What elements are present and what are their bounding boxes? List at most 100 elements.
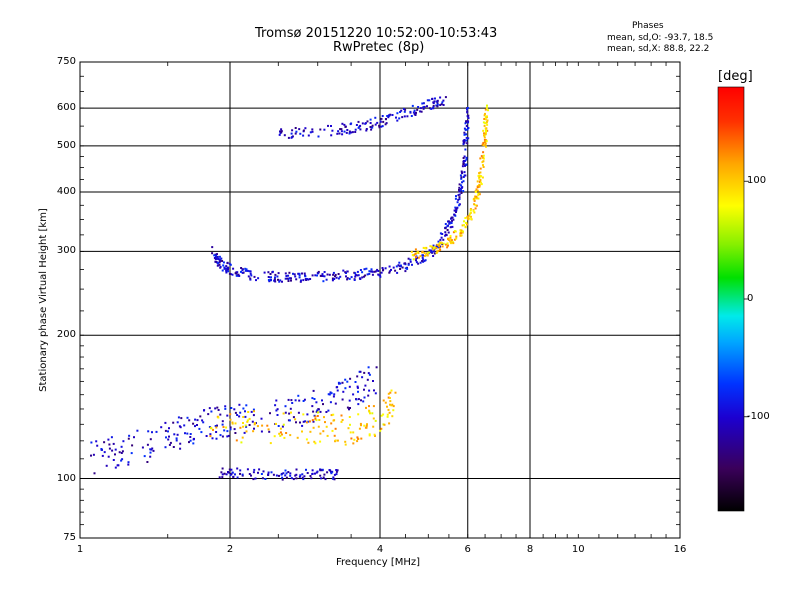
data-point bbox=[238, 415, 241, 418]
data-point bbox=[435, 245, 438, 248]
data-point bbox=[429, 251, 432, 254]
data-point bbox=[343, 130, 346, 133]
data-point bbox=[442, 238, 445, 241]
data-point bbox=[478, 172, 481, 175]
data-point bbox=[253, 427, 255, 430]
data-point bbox=[466, 217, 469, 220]
data-point bbox=[486, 119, 489, 122]
data-point bbox=[260, 417, 263, 420]
data-point bbox=[179, 442, 182, 445]
data-point bbox=[346, 406, 349, 409]
data-point bbox=[226, 414, 229, 417]
data-point bbox=[291, 135, 294, 138]
data-point bbox=[236, 476, 239, 479]
data-point bbox=[267, 279, 270, 281]
data-point bbox=[92, 453, 95, 456]
data-point bbox=[347, 427, 350, 430]
data-point bbox=[473, 211, 476, 214]
data-point bbox=[324, 421, 326, 424]
data-point bbox=[464, 128, 467, 131]
data-point bbox=[278, 432, 281, 435]
data-point bbox=[482, 154, 485, 157]
data-point bbox=[196, 419, 199, 422]
data-point bbox=[120, 445, 123, 448]
data-point bbox=[460, 177, 463, 180]
data-point bbox=[368, 272, 371, 275]
data-point bbox=[406, 115, 409, 118]
data-point bbox=[294, 275, 297, 278]
data-point bbox=[298, 276, 301, 279]
data-point bbox=[363, 424, 366, 427]
data-point bbox=[239, 472, 241, 475]
data-point bbox=[336, 386, 339, 389]
data-point bbox=[382, 399, 385, 402]
data-point bbox=[341, 381, 344, 384]
data-point bbox=[222, 264, 225, 267]
data-point bbox=[394, 269, 397, 272]
data-point bbox=[306, 472, 309, 474]
data-point bbox=[270, 471, 273, 474]
data-point bbox=[387, 392, 390, 395]
data-point bbox=[369, 118, 372, 121]
data-point bbox=[349, 431, 352, 434]
data-point bbox=[295, 278, 298, 281]
data-point bbox=[350, 131, 353, 134]
data-point bbox=[478, 174, 481, 177]
data-point bbox=[215, 254, 217, 257]
data-point bbox=[485, 121, 488, 124]
data-point bbox=[288, 271, 291, 274]
data-point bbox=[467, 117, 470, 120]
data-point bbox=[430, 245, 433, 248]
data-point bbox=[175, 439, 178, 442]
data-point bbox=[436, 249, 439, 252]
data-point bbox=[101, 448, 103, 451]
data-point bbox=[295, 421, 297, 424]
data-point bbox=[241, 436, 244, 439]
data-point bbox=[339, 275, 342, 278]
data-point bbox=[194, 425, 196, 428]
data-point bbox=[357, 390, 359, 393]
data-point bbox=[330, 392, 333, 395]
data-point bbox=[228, 468, 231, 471]
data-point bbox=[342, 269, 345, 272]
data-point bbox=[334, 275, 336, 278]
data-point bbox=[264, 478, 267, 480]
data-point bbox=[275, 422, 277, 425]
data-point bbox=[473, 197, 476, 200]
data-point bbox=[478, 184, 481, 187]
data-point bbox=[210, 427, 213, 430]
data-point bbox=[223, 267, 226, 270]
data-point bbox=[311, 130, 314, 133]
data-point bbox=[327, 124, 329, 127]
data-point bbox=[380, 427, 383, 430]
data-point bbox=[449, 235, 452, 237]
data-point bbox=[315, 410, 318, 413]
data-point bbox=[369, 412, 371, 415]
data-point bbox=[277, 278, 279, 281]
data-point bbox=[444, 227, 447, 230]
data-point bbox=[464, 174, 467, 177]
data-point bbox=[479, 181, 482, 184]
data-point bbox=[274, 276, 276, 279]
data-point bbox=[343, 123, 346, 126]
data-point bbox=[441, 101, 444, 104]
data-point bbox=[348, 385, 351, 388]
data-point bbox=[414, 248, 417, 251]
data-point bbox=[180, 417, 183, 420]
data-point bbox=[460, 232, 462, 235]
data-point bbox=[335, 470, 338, 473]
data-point bbox=[432, 255, 435, 257]
data-point bbox=[313, 440, 316, 443]
data-point bbox=[273, 435, 276, 438]
data-point bbox=[342, 390, 345, 393]
data-point bbox=[312, 410, 315, 413]
data-point bbox=[225, 267, 228, 270]
data-point bbox=[466, 110, 469, 113]
data-point bbox=[319, 440, 322, 443]
data-point bbox=[227, 267, 230, 269]
data-point bbox=[361, 271, 364, 274]
data-point bbox=[465, 221, 467, 224]
data-point bbox=[311, 419, 314, 422]
data-point bbox=[374, 270, 377, 273]
data-point bbox=[337, 130, 340, 133]
